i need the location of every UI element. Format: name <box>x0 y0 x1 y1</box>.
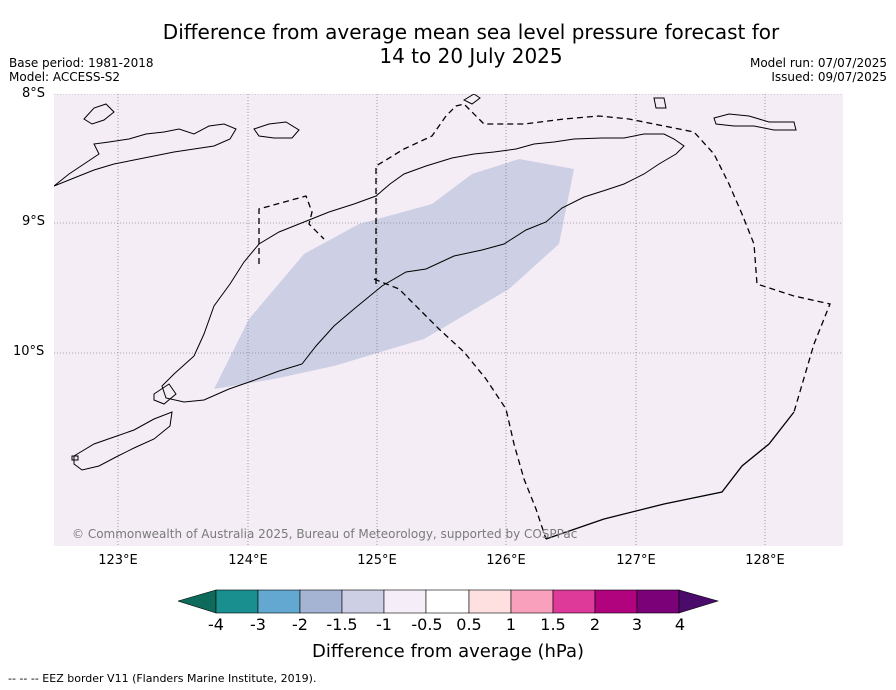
colorbar-tick: -0.5 <box>411 615 443 634</box>
colorbar-tick: -3 <box>250 615 266 634</box>
base-info: Base period: 1981-2018 Model: ACCESS-S2 <box>9 56 154 84</box>
colorbar-swatch-9 <box>552 589 596 614</box>
coastline-small-island <box>653 97 667 109</box>
coastline-atauro <box>462 94 481 105</box>
model-name: Model: ACCESS-S2 <box>9 70 121 84</box>
map-panel <box>54 94 843 546</box>
base-period: Base period: 1981-2018 <box>9 56 154 70</box>
map-title: Difference from average mean sea level p… <box>0 20 896 68</box>
copyright-notice: © Commonwealth of Australia 2025, Bureau… <box>72 527 578 541</box>
colorbar-swatches <box>215 589 680 614</box>
colorbar-swatch-1 <box>215 589 259 614</box>
eez-borders <box>258 103 831 540</box>
colorbar-tick: -1.5 <box>326 615 358 634</box>
run-info: Model run: 07/07/2025 Issued: 09/07/2025 <box>750 56 887 84</box>
colorbar-swatch-8 <box>510 589 554 614</box>
colorbar-swatch-5 <box>383 589 427 614</box>
colorbar-over-arrow <box>678 589 720 614</box>
colorbar-title: Difference from average (hPa) <box>311 641 585 662</box>
model-run: Model run: 07/07/2025 <box>749 56 887 70</box>
coastline-wetar <box>713 113 797 131</box>
lon-label-124e: 124°E <box>228 553 268 568</box>
coastline-timor-north <box>161 133 685 403</box>
lon-label-125e: 125°E <box>357 553 397 568</box>
issued-date: Issued: 09/07/2025 <box>771 70 887 84</box>
colorbar-swatch-7 <box>468 589 512 614</box>
lon-label-123e: 123°E <box>98 553 138 568</box>
title-line-1: Difference from average mean sea level p… <box>162 20 780 44</box>
lat-label-10s: 10°S <box>13 344 45 359</box>
colorbar-tick: 2 <box>589 615 601 634</box>
coastline-alor <box>83 103 115 125</box>
colorbar-swatch-3 <box>299 589 343 614</box>
colorbar-swatch-4 <box>341 589 385 614</box>
lon-label-126e: 126°E <box>486 553 526 568</box>
colorbar-tick: -4 <box>208 615 224 634</box>
lon-label-127e: 127°E <box>616 553 656 568</box>
eez-footnote: -- -- -- EEZ border V11 (Flanders Marine… <box>8 672 317 685</box>
colorbar-tick: -2 <box>292 615 308 634</box>
colorbar-tick: 4 <box>674 615 686 634</box>
colorbar-tick: 3 <box>631 615 643 634</box>
colorbar-tick: -1 <box>376 615 392 634</box>
colorbar <box>178 589 720 614</box>
maritime-boundary-solid <box>545 411 795 540</box>
lon-label-128e: 128°E <box>745 553 785 568</box>
coastlines <box>54 94 797 471</box>
coastline-semau <box>153 383 177 405</box>
eez-border-timor-leste <box>375 103 831 413</box>
coastline-pantar <box>253 121 300 139</box>
coastline-roti <box>73 411 173 471</box>
pressure-anomaly-region <box>214 159 574 389</box>
eez-border-oecusse <box>258 195 325 264</box>
colorbar-swatch-11 <box>636 589 680 614</box>
eez-border-south <box>373 278 547 540</box>
graticule <box>54 94 843 546</box>
colorbar-tick: 0.5 <box>456 615 482 634</box>
coastline-ndao <box>71 455 79 461</box>
title-line-2: 14 to 20 July 2025 <box>379 44 563 68</box>
lat-label-9s: 9°S <box>22 214 46 229</box>
colorbar-tick: 1 <box>505 615 517 634</box>
colorbar-swatch-10 <box>594 589 638 614</box>
colorbar-swatch-2 <box>257 589 301 614</box>
colorbar-swatch-6 <box>425 589 470 614</box>
colorbar-under-arrow <box>178 589 217 614</box>
lat-label-8s: 8°S <box>22 86 46 101</box>
coastline-flores <box>54 123 237 187</box>
colorbar-tick: 1.5 <box>540 615 566 634</box>
